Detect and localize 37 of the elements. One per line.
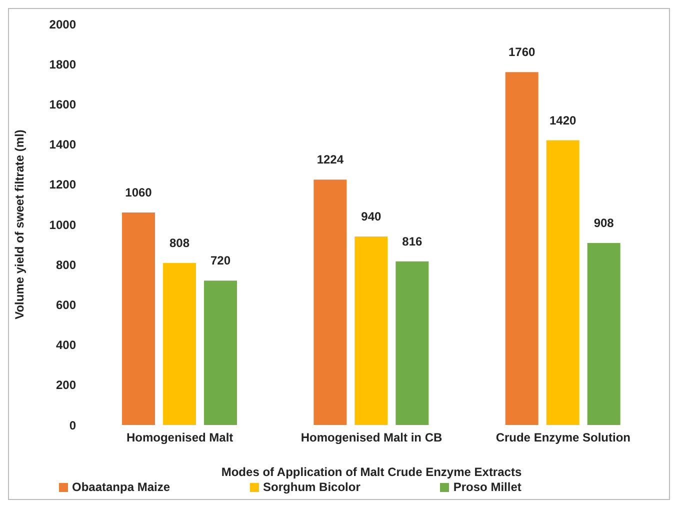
x-tick-label: Homogenised Malt bbox=[126, 430, 234, 445]
bar bbox=[546, 140, 580, 425]
y-tick-label: 2000 bbox=[49, 17, 76, 32]
y-axis-title: Volume yield of sweet filtrate (ml) bbox=[12, 130, 26, 320]
data-label: 1760 bbox=[508, 45, 536, 60]
data-label: 908 bbox=[594, 216, 614, 230]
bar bbox=[163, 262, 196, 425]
y-tick-label: 1800 bbox=[49, 57, 76, 72]
y-tick-label: 0 bbox=[69, 418, 76, 432]
y-tick-label: 400 bbox=[56, 338, 76, 352]
legend-label: Proso Millet bbox=[453, 480, 522, 494]
data-label: 720 bbox=[210, 254, 231, 268]
x-tick-label: Crude Enzyme Solution bbox=[496, 430, 631, 445]
data-label: 1224 bbox=[316, 152, 344, 167]
data-label: 816 bbox=[402, 234, 422, 248]
y-tick-label: 1600 bbox=[49, 97, 76, 112]
bar bbox=[396, 261, 429, 425]
bar bbox=[204, 280, 237, 425]
legend-label: Sorghum Bicolor bbox=[263, 480, 360, 494]
bar bbox=[505, 72, 538, 425]
bar bbox=[354, 236, 388, 425]
bar bbox=[122, 212, 155, 425]
bar bbox=[587, 242, 620, 425]
data-label: 808 bbox=[169, 236, 190, 250]
data-label: 1060 bbox=[125, 185, 152, 200]
x-tick-label: Homogenised Malt in CB bbox=[300, 430, 442, 445]
legend-label: Obaatanpa Maize bbox=[72, 480, 170, 494]
bar bbox=[314, 180, 347, 425]
y-tick-label: 1000 bbox=[49, 218, 76, 232]
y-tick-label: 1400 bbox=[49, 138, 76, 152]
y-tick-label: 800 bbox=[56, 258, 76, 272]
data-label: 940 bbox=[361, 210, 382, 224]
y-tick-label: 1200 bbox=[49, 178, 76, 192]
data-label: 1420 bbox=[549, 113, 577, 128]
y-tick-label: 200 bbox=[56, 378, 76, 392]
x-axis-title: Modes of Application of Malt Crude Enzyme Extracts bbox=[221, 465, 522, 479]
y-tick-label: 600 bbox=[56, 298, 76, 312]
